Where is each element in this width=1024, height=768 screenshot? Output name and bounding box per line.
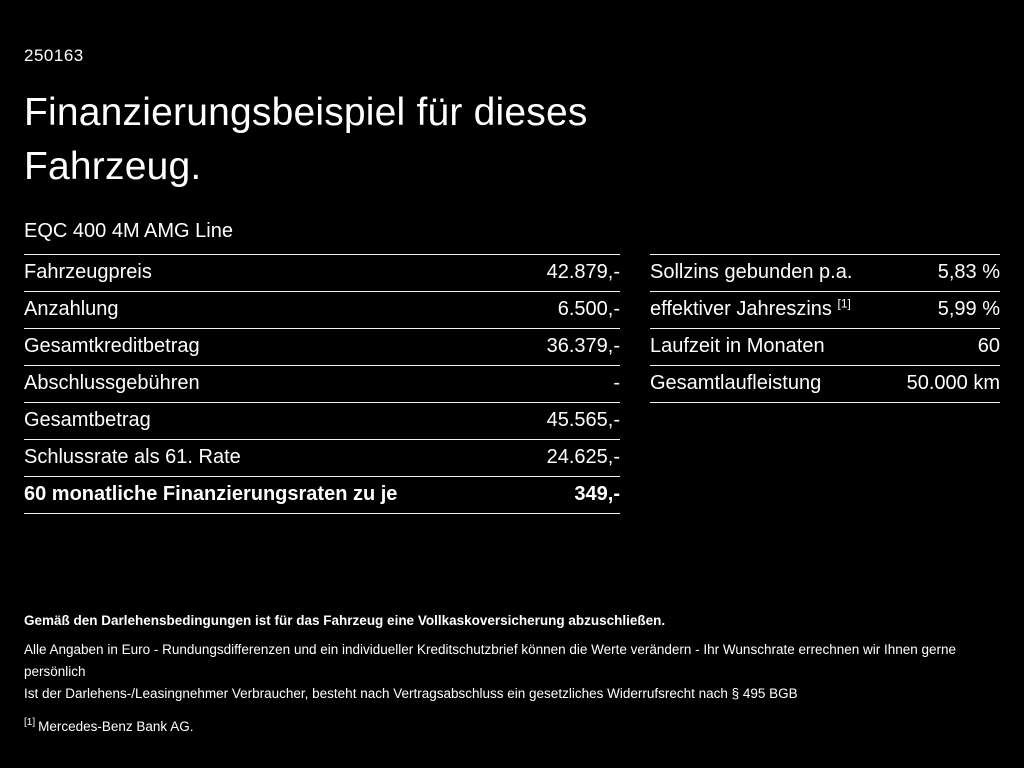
finance-tables: Fahrzeugpreis 42.879,- Anzahlung 6.500,-…	[24, 253, 1000, 514]
insurance-note: Gemäß den Darlehensbedingungen ist für d…	[24, 612, 666, 628]
row-value: -	[613, 372, 620, 395]
offer-number: 250163	[24, 46, 84, 65]
row-label: Gesamtbetrag	[24, 409, 151, 432]
row-value: 6.500,-	[557, 298, 620, 321]
table-row: Sollzins gebunden p.a. 5,83 %	[650, 253, 1000, 291]
row-label: Anzahlung	[24, 298, 119, 321]
table-row: Laufzeit in Monaten 60	[650, 327, 1000, 365]
row-value: 24.625,-	[546, 446, 620, 469]
disclaimer-line-1: Alle Angaben in Euro - Rundungsdifferenz…	[24, 641, 957, 679]
row-value: 42.879,-	[546, 261, 620, 284]
footnote-marker: [1]	[24, 717, 36, 729]
row-label-text: effektiver Jahreszins	[650, 298, 832, 321]
finance-table-left: Fahrzeugpreis 42.879,- Anzahlung 6.500,-…	[24, 253, 620, 514]
row-label: effektiver Jahreszins [1]	[650, 296, 851, 321]
legal-notes: Gemäß den Darlehensbedingungen ist für d…	[24, 610, 1000, 738]
table-row: Anzahlung 6.500,-	[24, 290, 620, 328]
table-row: Schlussrate als 61. Rate 24.625,-	[24, 438, 620, 476]
row-value: 45.565,-	[546, 409, 620, 432]
footnote-ref-marker: [1]	[837, 296, 851, 311]
page-title-line2: Fahrzeug.	[24, 144, 202, 188]
table-row: Gesamtlaufleistung 50.000 km	[650, 364, 1000, 402]
row-label: 60 monatliche Finanzierungsraten zu je	[24, 483, 398, 506]
row-label: Schlussrate als 61. Rate	[24, 446, 241, 469]
row-label: Laufzeit in Monaten	[650, 335, 825, 358]
row-value: 5,99 %	[937, 298, 1000, 321]
page-title-line1: Finanzierungsbeispiel für dieses	[24, 91, 588, 134]
footnote-bank: [1] Mercedes-Benz Bank AG.	[24, 716, 1000, 738]
table-row-monthly-rate: 60 monatliche Finanzierungsraten zu je 3…	[24, 475, 620, 513]
row-value: 5,83 %	[937, 261, 1000, 284]
table-row: effektiver Jahreszins [1] 5,99 %	[650, 290, 1000, 328]
disclaimer-line-2: Ist der Darlehens-/Leasingnehmer Verbrau…	[24, 685, 798, 701]
page-title: Finanzierungsbeispiel für dieses Fahrzeu…	[24, 86, 1000, 194]
table-row: Gesamtbetrag 45.565,-	[24, 401, 620, 439]
row-value: 50.000 km	[906, 372, 1000, 395]
row-value: 60	[977, 335, 1000, 358]
table-row: Fahrzeugpreis 42.879,-	[24, 253, 620, 291]
table-row: Gesamtkreditbetrag 36.379,-	[24, 327, 620, 365]
row-label: Fahrzeugpreis	[24, 261, 152, 284]
row-label: Sollzins gebunden p.a.	[650, 261, 853, 284]
footnote-text: Mercedes-Benz Bank AG.	[38, 718, 194, 734]
row-label: Abschlussgebühren	[24, 372, 200, 395]
finance-table-right: Sollzins gebunden p.a. 5,83 % effektiver…	[650, 253, 1000, 403]
row-label: Gesamtlaufleistung	[650, 372, 822, 395]
row-value: 36.379,-	[546, 335, 620, 358]
table-row: Abschlussgebühren -	[24, 364, 620, 402]
row-value: 349,-	[574, 483, 620, 506]
row-label: Gesamtkreditbetrag	[24, 335, 200, 358]
vehicle-model: EQC 400 4M AMG Line	[24, 219, 233, 242]
